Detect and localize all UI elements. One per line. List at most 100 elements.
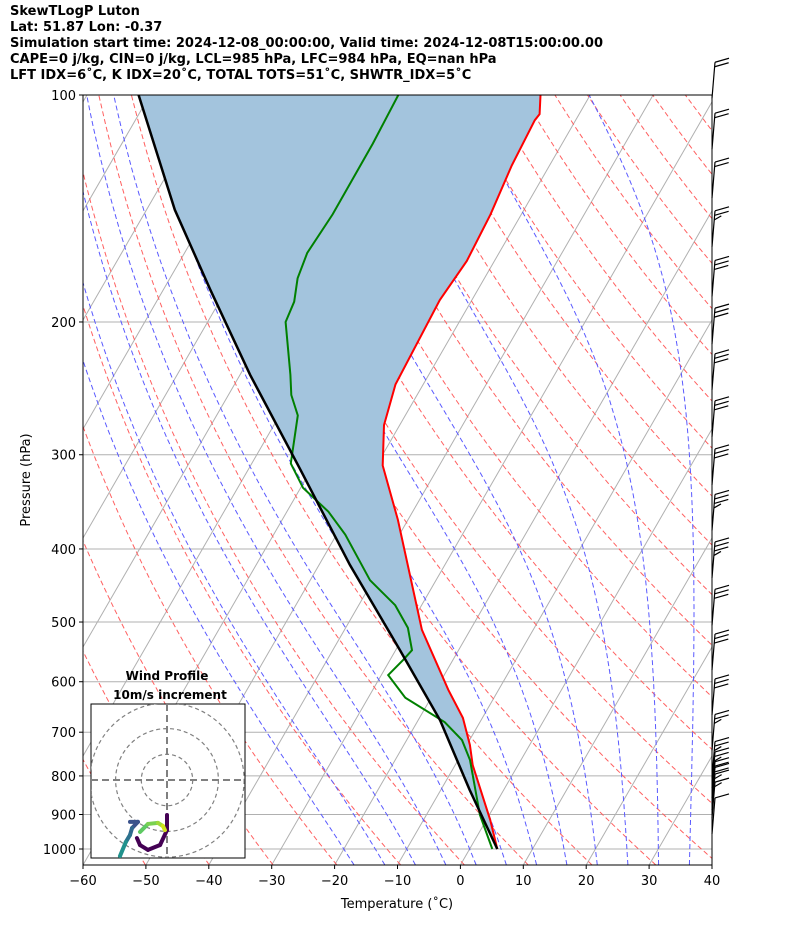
wind-barb-feather <box>714 584 730 590</box>
wind-barb-feather <box>714 762 730 768</box>
wind-barb-feather <box>714 358 729 364</box>
x-axis-label: Temperature (˚C) <box>340 896 453 912</box>
x-tick-label: 40 <box>704 874 721 889</box>
dry-adiabat-line <box>554 95 712 310</box>
moist-adiabat-line <box>360 95 629 865</box>
wind-barb-staff <box>711 353 716 390</box>
wind-barb-feather <box>714 541 729 547</box>
wind-barb <box>711 629 730 671</box>
moist-adiabat-line <box>83 189 416 865</box>
hodograph-segment <box>117 839 128 858</box>
hodograph-subtitle: 10m/s increment <box>113 688 227 702</box>
hodograph-title: Wind Profile <box>126 669 209 683</box>
wind-barb <box>711 108 730 150</box>
moist-adiabat-line <box>182 95 538 865</box>
wind-barb-staff <box>711 589 716 626</box>
wind-barbs <box>711 57 730 834</box>
y-tick-label: 1000 <box>43 843 76 858</box>
wind-barb <box>711 584 730 626</box>
isotherm-line <box>208 95 654 865</box>
wind-barb-staff <box>711 782 716 819</box>
wind-barb-feather <box>714 400 729 406</box>
wind-barb <box>711 489 730 531</box>
wind-barb-feather <box>714 709 730 715</box>
wind-barb-feather <box>714 537 730 543</box>
wind-barb-feather <box>714 736 730 743</box>
wind-barb-staff <box>711 400 716 437</box>
wind-barb-feather <box>714 674 730 680</box>
wind-barb-feather <box>714 746 722 752</box>
wind-barb-feather <box>714 162 729 168</box>
x-tick-label: −30 <box>258 874 285 889</box>
dry-adiabat-line <box>163 95 657 865</box>
isotherm-line <box>83 95 214 321</box>
hodograph-segment <box>160 824 167 833</box>
dry-adiabat-line <box>83 425 338 865</box>
moist-adiabat-line <box>285 95 598 865</box>
wind-barb-feather <box>714 260 729 266</box>
y-tick-label: 200 <box>51 316 76 331</box>
location-text: Lat: 51.87 Lon: -0.37 <box>10 20 163 35</box>
wind-barb-feather <box>714 396 730 402</box>
wind-barb-feather <box>714 157 730 163</box>
wind-barb-feather <box>714 448 729 455</box>
wind-barb-feather <box>714 264 729 271</box>
wind-barb-feather <box>714 714 729 720</box>
wind-barb-feather <box>714 308 729 314</box>
moist-adiabat-line <box>86 95 447 865</box>
wind-barb-feather <box>714 741 729 747</box>
wind-barb <box>711 206 730 247</box>
wind-barb-staff <box>711 162 716 199</box>
isotherm-line <box>334 209 712 865</box>
y-tick-label: 700 <box>51 726 76 741</box>
y-tick-label: 300 <box>51 449 76 464</box>
moist-adiabat-line <box>588 95 695 865</box>
dry-adiabat-line <box>391 95 712 546</box>
wind-barb <box>711 537 730 578</box>
isotherm-line <box>522 536 712 865</box>
wind-barb-feather <box>714 593 729 599</box>
wind-barb-feather <box>714 756 722 762</box>
wind-barb-feather <box>714 206 730 212</box>
hodograph-segment <box>145 843 163 852</box>
wind-barb-feather <box>713 503 722 509</box>
wind-barb-feather <box>714 761 729 767</box>
x-tick-label: −60 <box>69 874 96 889</box>
wind-barb-feather <box>714 113 729 119</box>
wind-barb-feather <box>714 633 729 640</box>
wind-barb-staff <box>711 541 716 578</box>
dry-adiabat-line <box>83 170 465 865</box>
wind-barb-feather <box>714 210 729 216</box>
x-tick-label: −20 <box>321 874 348 889</box>
wind-barb <box>711 793 730 834</box>
wind-barb-feather <box>714 751 729 758</box>
profiles <box>137 95 542 850</box>
y-tick-label: 400 <box>51 543 76 558</box>
wind-barb-staff <box>711 741 716 778</box>
wind-barb-feather <box>714 62 729 68</box>
wind-barb <box>711 303 730 345</box>
y-tick-label: 800 <box>51 770 76 785</box>
y-axis-label: Pressure (hPa) <box>19 433 34 526</box>
y-tick-label: 600 <box>51 676 76 691</box>
wind-barb-feather <box>714 405 729 411</box>
dry-adiabat-line <box>619 95 712 220</box>
wind-barb-feather <box>714 747 730 753</box>
wind-barb-feather <box>714 777 730 783</box>
wind-barb <box>711 349 730 390</box>
wind-barb <box>711 674 730 715</box>
wind-barb-feather <box>714 767 729 773</box>
indices-text-2: LFT IDX=6˚C, K IDX=20˚C, TOTAL TOTS=51˚C… <box>10 68 472 83</box>
y-tick-label: 500 <box>51 616 76 631</box>
y-tick-label: 100 <box>51 89 76 104</box>
wind-barb-feather <box>714 683 729 689</box>
parcel-area-fill <box>138 95 541 849</box>
x-tick-label: −40 <box>195 874 222 889</box>
wind-barb-staff <box>711 308 716 345</box>
wind-barb-staff <box>711 774 716 811</box>
wind-barb <box>711 444 730 486</box>
wind-barb-staff <box>711 634 716 671</box>
wind-barb-feather <box>714 108 730 114</box>
wind-barb-staff <box>711 62 716 99</box>
